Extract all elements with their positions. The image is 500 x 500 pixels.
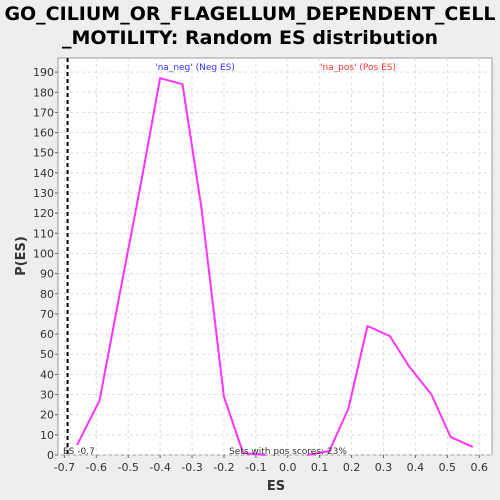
legend-neg-es: 'na_neg' (Neg ES): [155, 63, 235, 73]
y-tick-label: 100: [33, 247, 54, 260]
x-tick-label: -0.3: [181, 461, 202, 474]
x-axis-label: ES: [267, 479, 285, 494]
chart-title: GO_CILIUM_OR_FLAGELLUM_DEPENDENT_CELL _M…: [0, 2, 500, 50]
x-tick-label: 0.1: [311, 461, 329, 474]
x-tick-label: 0.4: [407, 461, 425, 474]
y-tick-label: 0: [47, 449, 54, 462]
series-line-neg-es: [76, 77, 266, 456]
series-group: [76, 77, 474, 456]
chart-title-line-2: _MOTILITY: Random ES distribution: [61, 27, 439, 49]
pos-scores-label: Sets with pos scores: 23%: [229, 447, 347, 457]
y-tick-label: 80: [40, 288, 54, 301]
y-tick-label: 180: [33, 86, 54, 99]
y-tick-label: 40: [40, 368, 54, 381]
y-tick-label: 120: [33, 207, 54, 220]
y-tick-label: 60: [40, 328, 54, 341]
y-axis-ticks: 0 10 20 30 40 50 60 70 80 90 100 110 120 130 140 150 160…: [33, 66, 58, 462]
series-line-pos-es: [306, 325, 474, 456]
y-tick-label: 170: [33, 106, 54, 119]
grid: [58, 58, 492, 456]
plot-area: [57, 57, 493, 456]
y-tick-label: 50: [40, 348, 54, 361]
chart-title-line-1: GO_CILIUM_OR_FLAGELLUM_DEPENDENT_CELL: [4, 3, 496, 25]
es-value-label: ES -0.7: [63, 447, 95, 457]
x-tick-label: -0.2: [213, 461, 234, 474]
x-tick-label: -0.5: [117, 461, 138, 474]
x-tick-label: 0.3: [375, 461, 393, 474]
y-tick-label: 150: [33, 147, 54, 160]
y-tick-label: 160: [33, 127, 54, 140]
x-tick-label: -0.4: [149, 461, 170, 474]
x-tick-label: -0.7: [54, 461, 75, 474]
y-tick-label: 20: [40, 409, 54, 422]
y-tick-label: 70: [40, 308, 54, 321]
y-tick-label: 10: [40, 429, 54, 442]
x-tick-label: 0.5: [439, 461, 457, 474]
y-tick-label: 90: [40, 268, 54, 281]
x-tick-label: 0.2: [343, 461, 361, 474]
x-tick-label: 0.0: [279, 461, 297, 474]
y-tick-label: 110: [33, 227, 54, 240]
x-tick-label: 0.6: [470, 461, 488, 474]
x-tick-label: -0.1: [245, 461, 266, 474]
y-tick-label: 140: [33, 167, 54, 180]
y-tick-label: 190: [33, 66, 54, 79]
y-axis-label: P(ES): [14, 236, 29, 276]
x-axis-ticks: -0.7 -0.6 -0.5 -0.4 -0.3 -0.2 -0.1 0.0 0.1 0.2 0.3…: [54, 455, 488, 474]
y-tick-label: 30: [40, 389, 54, 402]
x-tick-label: -0.6: [86, 461, 107, 474]
y-tick-label: 130: [33, 187, 54, 200]
legend-pos-es: 'na_pos' (Pos ES): [320, 63, 396, 73]
